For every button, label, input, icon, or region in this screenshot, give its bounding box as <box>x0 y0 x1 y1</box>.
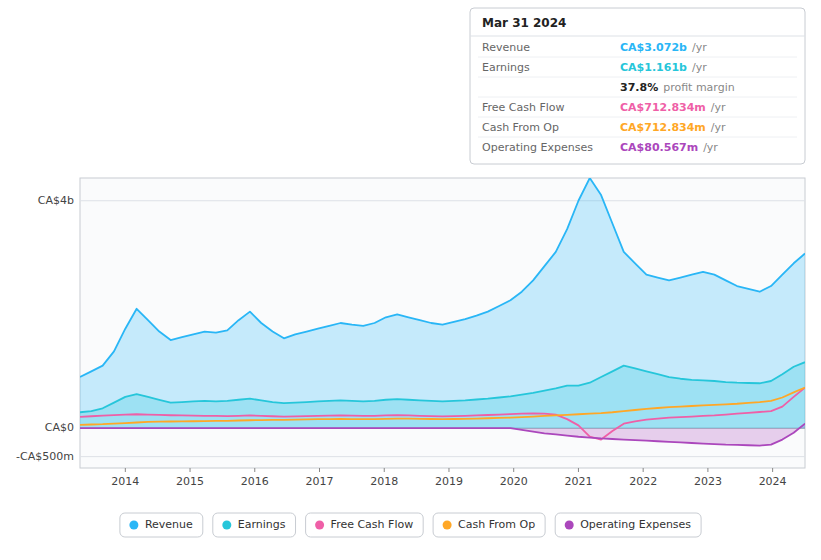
x-tick-label: 2021 <box>564 475 592 488</box>
series-line <box>80 424 805 446</box>
x-tick <box>578 468 579 472</box>
legend-label: Free Cash Flow <box>331 518 414 531</box>
x-tick <box>190 468 191 472</box>
y-tick-label: -CA$500m <box>16 450 74 463</box>
series-line <box>80 388 805 440</box>
info-value: CA$80.567m <box>620 141 698 154</box>
legend-label: Revenue <box>145 518 193 531</box>
x-tick <box>448 468 449 472</box>
info-label: Earnings <box>482 61 530 74</box>
legend-label: Earnings <box>238 518 286 531</box>
legend-box <box>306 513 424 537</box>
y-axis: CA$4b CA$0 -CA$500m <box>16 194 74 463</box>
info-label: Free Cash Flow <box>482 101 565 114</box>
legend-item: Operating Expenses <box>555 513 701 537</box>
legend-swatch <box>315 521 324 530</box>
y-tick-label: CA$4b <box>38 194 74 207</box>
series-line <box>80 362 805 412</box>
x-tick <box>319 468 320 472</box>
info-suffix: /yr <box>703 141 718 154</box>
x-tick-label: 2018 <box>370 475 398 488</box>
info-label: Cash From Op <box>482 121 559 134</box>
info-box: Mar 31 2024 Revenue CA$3.072b/yr Earnings CA… <box>470 8 805 164</box>
info-separator <box>470 36 805 37</box>
series-line <box>80 388 805 425</box>
info-suffix: /yr <box>711 101 726 114</box>
legend-label: Operating Expenses <box>580 518 691 531</box>
legend-swatch <box>443 521 452 530</box>
legend-box <box>555 513 701 537</box>
plot-data <box>80 178 805 446</box>
info-box-title: Mar 31 2024 <box>482 16 566 30</box>
legend-box <box>120 513 203 537</box>
x-tick <box>772 468 773 472</box>
legend-swatch <box>129 521 138 530</box>
x-tick <box>254 468 255 472</box>
info-suffix: /yr <box>692 61 707 74</box>
x-tick-label: 2022 <box>629 475 657 488</box>
legend-label: Cash From Op <box>458 518 535 531</box>
area-fills <box>80 178 805 446</box>
info-separator <box>478 137 797 138</box>
info-separator <box>478 117 797 118</box>
x-tick-label: 2016 <box>241 475 269 488</box>
info-label: Revenue <box>482 41 530 54</box>
x-tick-label: 2015 <box>176 475 204 488</box>
info-suffix: /yr <box>692 41 707 54</box>
legend-box <box>213 513 296 537</box>
legend-item: Free Cash Flow <box>306 513 424 537</box>
info-value: CA$1.161b <box>620 61 687 74</box>
page: {"chart_data": { "type": "line", "annota… <box>0 0 821 560</box>
x-tick <box>384 468 385 472</box>
info-separator <box>478 97 797 98</box>
legend-swatch <box>222 521 231 530</box>
chart: CA$4bCA$0-CA$500m20142015201620172018201… <box>0 0 821 560</box>
y-tick-label: CA$0 <box>45 421 74 434</box>
plot-frame <box>80 178 805 468</box>
info-value: CA$712.834m <box>620 101 706 114</box>
legend-item: Revenue <box>120 513 203 537</box>
lines <box>80 178 805 446</box>
info-value: 37.8% <box>620 81 658 94</box>
x-tick-label: 2014 <box>111 475 139 488</box>
info-value: CA$712.834m <box>620 121 706 134</box>
legend-item: Cash From Op <box>433 513 545 537</box>
legend-box <box>433 513 545 537</box>
x-tick <box>125 468 126 472</box>
info-label: Operating Expenses <box>482 141 593 154</box>
x-tick <box>707 468 708 472</box>
x-tick <box>643 468 644 472</box>
x-tick-label: 2020 <box>500 475 528 488</box>
x-tick-label: 2017 <box>306 475 334 488</box>
x-tick-label: 2019 <box>435 475 463 488</box>
x-tick-label: 2024 <box>759 475 787 488</box>
info-separator <box>478 57 797 58</box>
series-line <box>80 178 805 377</box>
info-value: CA$3.072b <box>620 41 687 54</box>
grid-line <box>80 200 805 201</box>
info-box-frame <box>470 8 805 164</box>
legend-item: Earnings <box>213 513 296 537</box>
legend: Revenue Earnings Free Cash Flow Cash From O… <box>120 513 701 537</box>
area-fill <box>80 362 805 428</box>
x-axis: 2014 2015 2016 2017 2018 2019 2020 2021 2022 2023… <box>111 468 786 488</box>
x-tick-label: 2023 <box>694 475 722 488</box>
info-suffix: /yr <box>711 121 726 134</box>
x-tick <box>513 468 514 472</box>
info-separator <box>478 77 797 78</box>
grid-line <box>80 456 805 457</box>
legend-swatch <box>565 521 574 530</box>
info-suffix: profit margin <box>663 81 735 94</box>
area-fill <box>80 178 805 428</box>
area-fill <box>80 424 805 446</box>
